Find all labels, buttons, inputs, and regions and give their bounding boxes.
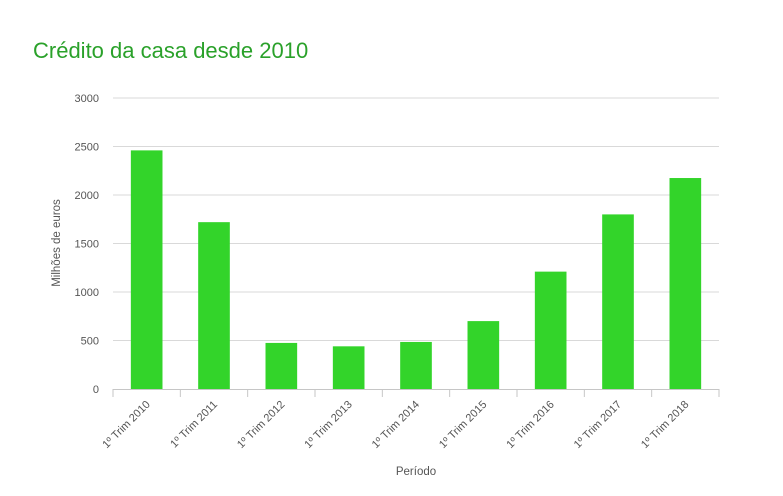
x-tick-label: 1º Trim 2018 xyxy=(639,399,691,451)
bar xyxy=(467,321,500,389)
x-tick-label: 1º Trim 2013 xyxy=(302,399,354,451)
x-tick-label: 1º Trim 2017 xyxy=(572,399,624,451)
y-tick-label: 2000 xyxy=(75,190,99,202)
y-tick-label: 2500 xyxy=(75,142,99,154)
bar xyxy=(198,222,230,389)
chart-title: Crédito da casa desde 2010 xyxy=(33,38,309,63)
bar xyxy=(130,150,163,389)
y-tick-label: 500 xyxy=(81,336,99,348)
y-tick-label: 1500 xyxy=(75,239,99,251)
y-tick-label: 1000 xyxy=(75,287,99,299)
x-axis-ticks: 1º Trim 2010 1º Trim 2011 1º Trim 2012 1º T… xyxy=(100,399,691,451)
bar xyxy=(534,271,567,389)
y-axis-ticks: 0 500 1000 1500 2000 2500 3000 xyxy=(75,93,99,396)
bar xyxy=(265,342,298,389)
bar xyxy=(400,341,432,389)
y-axis-title: Milhões de euros xyxy=(51,199,63,287)
bar xyxy=(669,178,702,389)
x-tick-label: 1º Trim 2015 xyxy=(437,399,489,451)
bar xyxy=(332,346,365,389)
x-tick-label: 1º Trim 2016 xyxy=(504,399,556,451)
x-axis-title: Período xyxy=(396,466,436,478)
y-tick-label: 3000 xyxy=(75,93,99,105)
x-axis xyxy=(112,389,720,397)
y-tick-label: 0 xyxy=(93,384,99,396)
x-tick-label: 1º Trim 2010 xyxy=(100,399,152,451)
x-tick-label: 1º Trim 2012 xyxy=(235,399,287,451)
bar xyxy=(602,214,634,389)
x-tick-label: 1º Trim 2011 xyxy=(168,399,220,451)
bars xyxy=(130,150,702,389)
x-tick-label: 1º Trim 2014 xyxy=(370,399,422,451)
